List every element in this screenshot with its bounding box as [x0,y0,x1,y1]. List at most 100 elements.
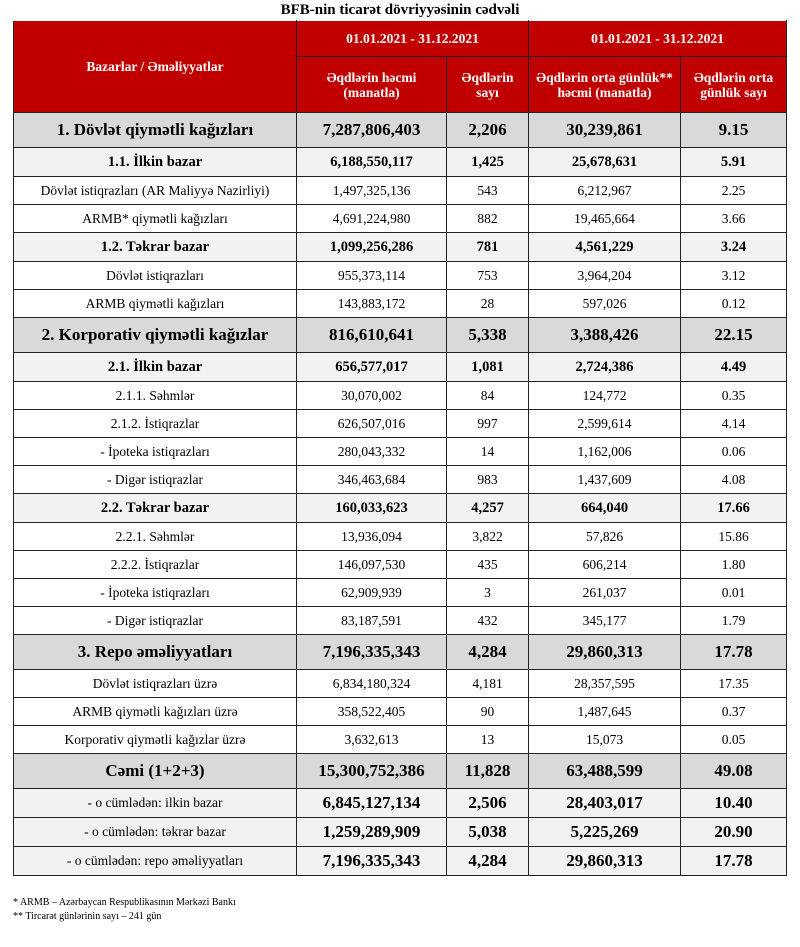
row-label: - İpoteka istiqrazları [13,437,297,466]
table-row: Dövlət istiqrazları 955,373,114 753 3,964,2… [13,261,787,290]
row-label: 2.2.2. İstiqrazlar [13,550,297,579]
avg-volume-cell: 3,388,426 [528,317,681,353]
table-row: Dövlət istiqrazları üzrə 6,834,180,324 4,1… [13,669,787,698]
header-markets: Bazarlar / Əməliyyatlar [13,20,297,113]
avg-count-cell: 3.24 [680,232,787,262]
count-cell: 90 [446,697,529,726]
volume-cell: 656,577,017 [296,352,447,382]
avg-volume-cell: 63,488,599 [528,753,681,789]
volume-cell: 4,691,224,980 [296,204,447,233]
count-cell: 432 [446,606,529,635]
count-cell: 882 [446,204,529,233]
avg-volume-cell: 4,561,229 [528,232,681,262]
avg-volume-cell: 597,026 [528,289,681,318]
avg-count-cell: 3.66 [680,204,787,233]
table-row: - o cümlədən: təkrar bazar 1,259,289,909 5… [13,817,787,847]
avg-volume-cell: 1,487,645 [528,697,681,726]
table-row: ARMB qiymətli kağızları 143,883,172 28 597,… [13,289,787,318]
turnover-table: Bazarlar / Əməliyyatlar 01.01.2021 - 31.… [13,20,787,876]
row-label: 2.1. İlkin bazar [13,352,297,382]
row-label: - o cümlədən: ilkin bazar [13,788,297,818]
table-row: 1.1. İlkin bazar 6,188,550,117 1,425 25,678… [13,147,787,177]
volume-cell: 160,033,623 [296,493,447,523]
avg-count-cell: 17.78 [680,634,787,670]
row-label: - İpoteka istiqrazları [13,578,297,607]
count-cell: 28 [446,289,529,318]
count-cell: 13 [446,725,529,754]
volume-cell: 7,287,806,403 [296,112,447,148]
avg-volume-cell: 2,724,386 [528,352,681,382]
avg-count-cell: 15.86 [680,522,787,551]
count-cell: 4,257 [446,493,529,523]
row-label: 1.1. İlkin bazar [13,147,297,177]
row-label: - o cümlədən: repo əməliyyatları [13,846,297,876]
count-cell: 2,206 [446,112,529,148]
avg-volume-cell: 25,678,631 [528,147,681,177]
avg-volume-cell: 124,772 [528,381,681,410]
avg-volume-cell: 2,599,614 [528,409,681,438]
volume-cell: 13,936,094 [296,522,447,551]
avg-count-cell: 0.06 [680,437,787,466]
avg-count-cell: 1.79 [680,606,787,635]
table-row: - İpoteka istiqrazları 280,043,332 14 1,162… [13,437,787,466]
row-label: Dövlət istiqrazları [13,261,297,290]
footnote-trading-days: ** Tircarət günlərinin sayı – 241 gün [13,911,162,922]
avg-count-cell: 0.05 [680,725,787,754]
row-label: - Digər istiqrazlar [13,465,297,494]
avg-count-cell: 3.12 [680,261,787,290]
avg-count-cell: 9.15 [680,112,787,148]
table-row: - Digər istiqrazlar 346,463,684 983 1,437,6… [13,465,787,494]
header-count: Əqdlərin sayı [446,56,529,113]
row-label: 1. Dövlət qiymətli kağızları [13,112,297,148]
volume-cell: 6,845,127,134 [296,788,447,818]
table-row: 1. Dövlət qiymətli kağızları 7,287,806,40… [13,112,787,148]
avg-count-cell: 4.14 [680,409,787,438]
count-cell: 84 [446,381,529,410]
table-row: 2. Korporativ qiymətli kağızlar 816,610,6… [13,317,787,353]
table-row: - o cümlədən: ilkin bazar 6,845,127,134 2,… [13,788,787,818]
header-volume: Əqdlərin həcmi (manatla) [296,56,447,113]
avg-volume-cell: 28,357,595 [528,669,681,698]
row-label: Dövlət istiqrazları (AR Maliyyə Nazirliy… [13,176,297,205]
header-avg-volume: Əqdlərin orta günlük** həcmi (manatla) [528,56,681,113]
count-cell: 3 [446,578,529,607]
count-cell: 753 [446,261,529,290]
volume-cell: 6,188,550,117 [296,147,447,177]
volume-cell: 1,099,256,286 [296,232,447,262]
count-cell: 14 [446,437,529,466]
volume-cell: 358,522,405 [296,697,447,726]
table-row: - Digər istiqrazlar 83,187,591 432 345,177 1… [13,606,787,635]
table-row: - İpoteka istiqrazları 62,909,939 3 261,037… [13,578,787,607]
avg-count-cell: 10.40 [680,788,787,818]
volume-cell: 146,097,530 [296,550,447,579]
count-cell: 435 [446,550,529,579]
avg-volume-cell: 29,860,313 [528,846,681,876]
row-label: 2.1.1. Səhmlər [13,381,297,410]
volume-cell: 30,070,002 [296,381,447,410]
row-label: ARMB qiymətli kağızları üzrə [13,697,297,726]
row-label: Dövlət istiqrazları üzrə [13,669,297,698]
avg-volume-cell: 57,826 [528,522,681,551]
count-cell: 997 [446,409,529,438]
page-title: BFB-nin ticarət dövriyyəsinin cədvəli [280,2,520,18]
avg-count-cell: 0.37 [680,697,787,726]
count-cell: 2,506 [446,788,529,818]
table-row: Dövlət istiqrazları (AR Maliyyə Nazirliy… [13,176,787,205]
table-row: 3. Repo əməliyyatları 7,196,335,343 4,284 2… [13,634,787,670]
table-row: Korporativ qiymətli kağızlar üzrə 3,632,6… [13,725,787,754]
volume-cell: 83,187,591 [296,606,447,635]
avg-count-cell: 22.15 [680,317,787,353]
avg-count-cell: 17.66 [680,493,787,523]
avg-count-cell: 2.25 [680,176,787,205]
avg-volume-cell: 606,214 [528,550,681,579]
volume-cell: 346,463,684 [296,465,447,494]
avg-count-cell: 17.78 [680,846,787,876]
avg-volume-cell: 1,162,006 [528,437,681,466]
header-period-1: 01.01.2021 - 31.12.2021 [296,20,529,57]
volume-cell: 1,259,289,909 [296,817,447,847]
avg-volume-cell: 19,465,664 [528,204,681,233]
avg-volume-cell: 345,177 [528,606,681,635]
avg-count-cell: 17.35 [680,669,787,698]
count-cell: 983 [446,465,529,494]
table-row: 2.1.2. İstiqrazlar 626,507,016 997 2,599,61… [13,409,787,438]
